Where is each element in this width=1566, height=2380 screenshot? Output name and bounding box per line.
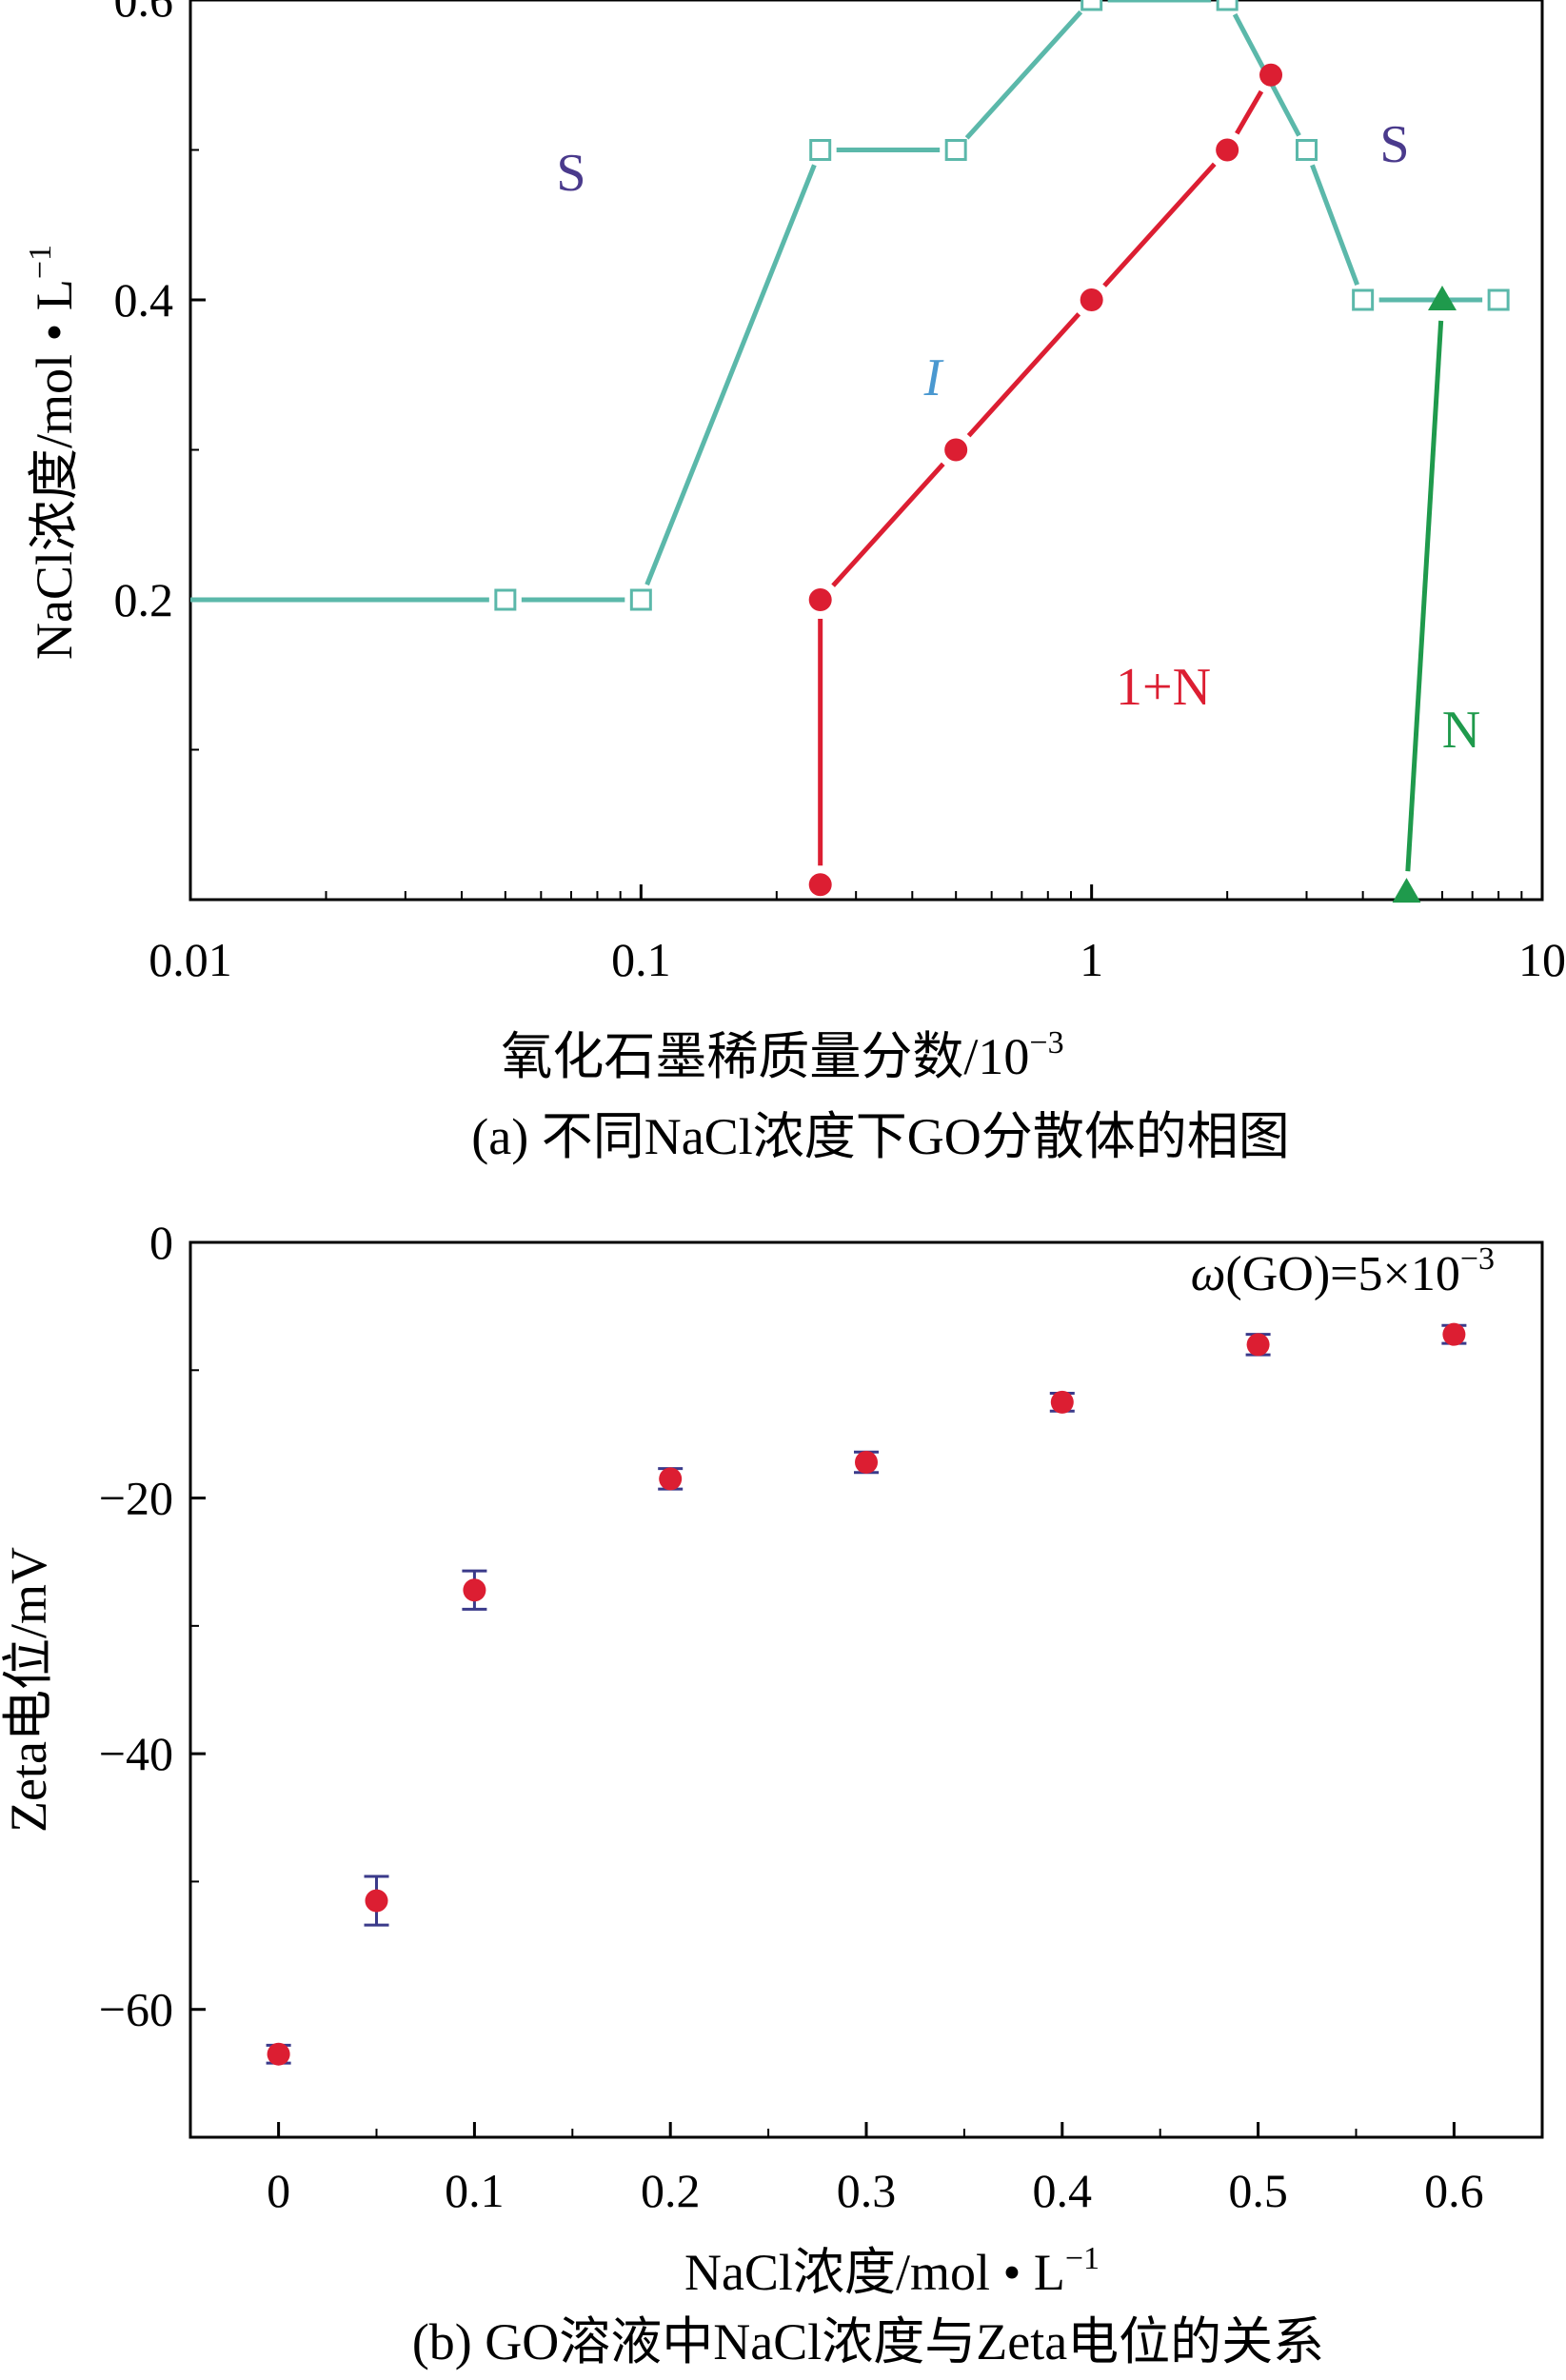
- teal-boundary-segment: [964, 10, 1083, 140]
- teal-boundary-marker: [1352, 288, 1375, 311]
- teal-boundary-marker: [1296, 139, 1318, 161]
- teal-boundary-marker: [809, 139, 832, 161]
- zeta-caption: (b) GO溶液中NaCl浓度与Zeta电位的关系: [412, 2313, 1324, 2370]
- phase-caption: (a) 不同NaCl浓度下GO分散体的相图: [471, 1108, 1289, 1165]
- teal-boundary-marker: [1216, 0, 1239, 11]
- red-boundary-marker: [808, 588, 832, 611]
- region-label-i: I: [923, 348, 944, 407]
- phase-x-axis-title-sup: −3: [1029, 1025, 1063, 1061]
- zeta-y-tick-label: −40: [99, 1727, 173, 1780]
- phase-x-tick-label: 0.1: [611, 933, 671, 986]
- red-boundary-marker: [1216, 138, 1239, 162]
- teal-boundary-marker: [1487, 288, 1510, 311]
- teal-boundary-segment: [644, 164, 817, 586]
- green-boundary-segment: [1405, 320, 1444, 872]
- svg-text:NaCl浓度/mol • L−1: NaCl浓度/mol • L−1: [23, 245, 83, 660]
- zeta-data-point: [855, 1450, 878, 1474]
- zeta-data-point: [659, 1467, 683, 1491]
- phase-diagram-panel: 0.01 0.1 1 10 0.2 0.4 0.6 S S I 1+N N NaCl浓度/m…: [23, 0, 1566, 1165]
- teal-boundary-marker: [1080, 0, 1103, 11]
- zeta-data-point: [365, 1889, 388, 1913]
- teal-boundary-marker: [944, 139, 967, 161]
- region-label-i-n: 1+N: [1116, 658, 1211, 717]
- zeta-x-tick-label: 0.1: [445, 2164, 505, 2217]
- phase-x-tick-label: 10: [1518, 933, 1566, 986]
- region-label-s-right: S: [1379, 115, 1409, 174]
- zeta-data-point: [1442, 1322, 1466, 1346]
- zeta-plot-frame: [188, 1240, 1544, 2139]
- red-boundary-segment: [831, 462, 945, 587]
- phase-x-tick-label: 0.01: [149, 933, 232, 986]
- phase-x-axis-title: 氧化石墨稀质量分数/10−3: [501, 1025, 1063, 1085]
- zeta-x-tick-label: 0.3: [837, 2164, 897, 2217]
- zeta-x-axis-title: NaCl浓度/mol • L−1: [684, 2241, 1100, 2301]
- phase-y-tick-label: 0.4: [114, 273, 174, 327]
- red-boundary-marker: [1080, 288, 1103, 311]
- zeta-x-tick-label: 0: [267, 2164, 290, 2217]
- zeta-x-tick-label: 0.2: [641, 2164, 701, 2217]
- red-boundary-segment: [1235, 89, 1264, 135]
- zeta-data-point: [1050, 1390, 1074, 1414]
- region-label-s-left: S: [556, 144, 585, 203]
- zeta-y-tick-label: −20: [99, 1472, 173, 1525]
- region-label-n: N: [1442, 701, 1480, 760]
- red-boundary-marker: [808, 873, 832, 897]
- phase-plot-frame: [188, 0, 1544, 902]
- red-boundary-segment: [1102, 162, 1217, 288]
- green-boundary-marker: [1392, 878, 1421, 903]
- red-boundary-marker: [944, 438, 968, 462]
- phase-x-tick-label: 1: [1080, 933, 1103, 986]
- red-boundary-segment: [966, 312, 1081, 438]
- red-boundary-marker: [1259, 63, 1283, 87]
- green-boundary-marker: [1427, 286, 1457, 310]
- zeta-x-tick-label: 0.4: [1033, 2164, 1093, 2217]
- teal-boundary-marker: [629, 588, 652, 611]
- phase-x-axis-title-text: 氧化石墨稀质量分数/10: [501, 1028, 1029, 1085]
- phase-y-tick-label: 0.2: [114, 573, 174, 626]
- zeta-y-axis-title-text: Zeta电位/mV: [0, 1547, 57, 1833]
- zeta-y-tick-label: 0: [149, 1216, 173, 1269]
- annotation-omega: ω: [1191, 1247, 1226, 1301]
- phase-y-axis-title: NaCl浓度/mol • L−1: [23, 245, 83, 660]
- annotation-sup: −3: [1460, 1241, 1495, 1277]
- zeta-y-tick-label: −60: [99, 1983, 173, 2036]
- zeta-y-axis-title: Zeta电位/mV: [0, 1547, 57, 1833]
- zeta-x-axis-title-sup: −1: [1065, 2241, 1100, 2276]
- phase-y-axis-title-sup: −1: [23, 245, 58, 279]
- zeta-data-point: [1246, 1333, 1270, 1357]
- zeta-panel: 0 0.1 0.2 0.3 0.4 0.5 0.6 0 −20 −40 −60 ω(GO)=5×10…: [0, 1216, 1544, 2370]
- teal-boundary-segment: [1310, 164, 1360, 286]
- zeta-data-point: [267, 2042, 290, 2066]
- zeta-x-tick-label: 0.6: [1424, 2164, 1484, 2217]
- phase-y-tick-label: 0.6: [114, 0, 174, 27]
- zeta-x-axis-title-text: NaCl浓度/mol • L: [684, 2244, 1065, 2301]
- phase-y-axis-title-text: NaCl浓度/mol • L: [26, 279, 83, 660]
- concentration-annotation: ω(GO)=5×10−3: [1191, 1241, 1495, 1301]
- teal-boundary-marker: [494, 588, 517, 611]
- annotation-body: (GO)=5×10: [1225, 1247, 1459, 1301]
- zeta-x-tick-label: 0.5: [1228, 2164, 1288, 2217]
- zeta-data-point: [463, 1578, 486, 1602]
